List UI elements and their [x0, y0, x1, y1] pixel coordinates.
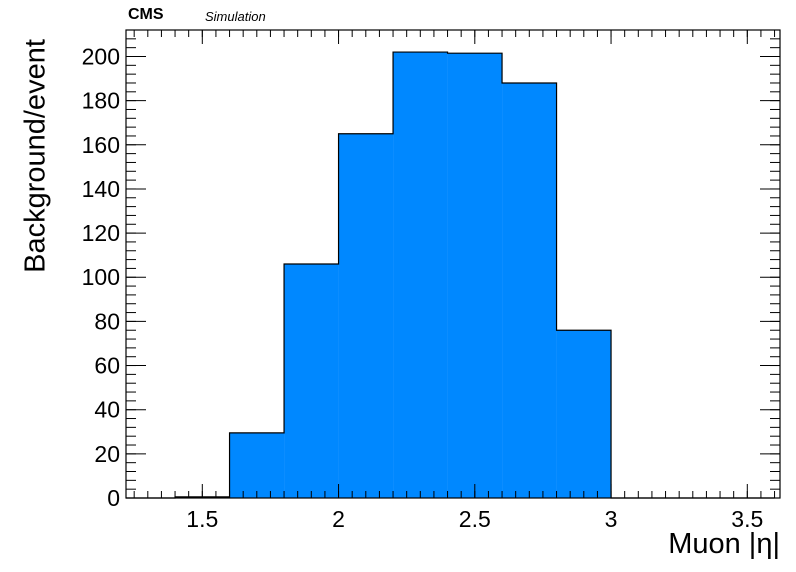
histogram-bin: [502, 82, 557, 498]
x-tick-label: 3.5: [731, 506, 763, 532]
histogram-bin: [229, 432, 285, 498]
x-tick-label: 2.5: [459, 506, 491, 532]
y-tick-label: 20: [94, 441, 120, 467]
plot-frame: [125, 29, 781, 499]
experiment-label: CMS: [128, 6, 164, 23]
y-tick-label: 80: [94, 308, 120, 334]
y-axis-title: Background/event: [19, 39, 52, 273]
y-tick-label: 180: [82, 88, 120, 114]
y-tick-label: 100: [82, 264, 120, 290]
y-tick-label: 40: [94, 397, 120, 423]
y-tick-label: 60: [94, 353, 120, 379]
histogram-outline: [126, 51, 775, 499]
x-axis-title: Muon |η|: [668, 528, 780, 560]
histogram-bin: [447, 53, 503, 498]
x-tick-label: 3: [605, 506, 618, 532]
histogram-bin: [338, 133, 394, 499]
histogram-bin: [393, 52, 448, 498]
y-tick-label: 160: [82, 132, 120, 158]
histogram-bin: [556, 330, 612, 498]
x-tick-label: 1.5: [186, 506, 218, 532]
y-tick-label: 140: [82, 176, 120, 202]
x-tick-labels: 1.5 2 2.5 3 3.5: [186, 506, 763, 532]
histogram-bin: [284, 264, 339, 498]
y-tick-label: 120: [82, 220, 120, 246]
y-tick-label: 0: [107, 485, 120, 511]
simulation-label: Simulation: [205, 9, 266, 24]
histogram-bars: [175, 52, 612, 499]
y-tick-labels: 0 20 40 60 80 100 120 140 160 180 200: [82, 43, 120, 511]
x-tick-label: 2: [332, 506, 345, 532]
y-tick-label: 200: [82, 43, 120, 69]
major-ticks: [126, 30, 780, 499]
